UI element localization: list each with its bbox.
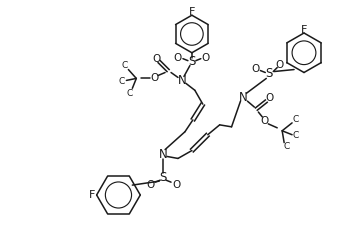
Text: O: O bbox=[275, 60, 283, 70]
Text: O: O bbox=[202, 53, 210, 63]
Text: C: C bbox=[118, 77, 125, 86]
Text: O: O bbox=[265, 93, 273, 103]
Text: O: O bbox=[260, 116, 268, 126]
Text: C: C bbox=[121, 61, 127, 70]
Text: N: N bbox=[178, 74, 186, 87]
Text: F: F bbox=[189, 7, 195, 17]
Text: C: C bbox=[293, 131, 299, 140]
Text: O: O bbox=[146, 180, 154, 190]
Text: N: N bbox=[159, 148, 167, 161]
Text: C: C bbox=[293, 115, 299, 124]
Text: C: C bbox=[283, 142, 289, 151]
Text: S: S bbox=[265, 67, 273, 80]
Text: O: O bbox=[172, 180, 180, 190]
Text: O: O bbox=[150, 73, 158, 84]
Text: O: O bbox=[251, 64, 259, 74]
Text: F: F bbox=[89, 190, 95, 200]
Text: C: C bbox=[126, 89, 132, 98]
Text: N: N bbox=[239, 91, 248, 104]
Text: O: O bbox=[174, 53, 182, 63]
Text: S: S bbox=[188, 55, 196, 68]
Text: S: S bbox=[160, 171, 167, 184]
Text: O: O bbox=[152, 54, 160, 64]
Text: F: F bbox=[301, 25, 307, 35]
